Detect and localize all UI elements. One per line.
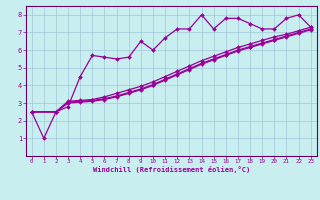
X-axis label: Windchill (Refroidissement éolien,°C): Windchill (Refroidissement éolien,°C) xyxy=(92,166,250,173)
